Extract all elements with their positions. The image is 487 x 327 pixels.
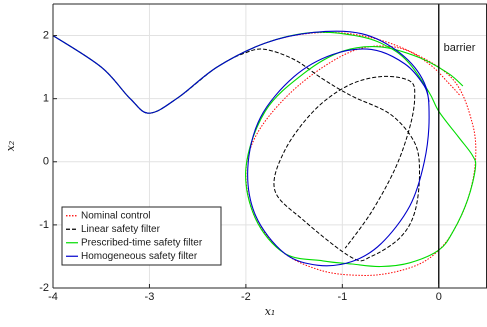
x-axis-label: x₁: [265, 305, 276, 318]
x-tick-label-1: -3: [145, 291, 155, 303]
series-group: [53, 30, 477, 276]
y-tick-label-3: 1: [43, 93, 49, 105]
legend-label-2: Linear safety filter: [81, 224, 161, 235]
y-axis-label: x₂: [4, 141, 17, 152]
y-tick-label-4: 2: [43, 29, 49, 41]
legend: Nominal control Linear safety filter Presc…: [61, 206, 222, 266]
x-tick-label-2: -2: [241, 291, 251, 303]
x-tick-label-0: -4: [48, 291, 58, 303]
series-line-4: [53, 30, 430, 267]
y-tick-label-0: -2: [39, 282, 49, 294]
legend-label-4: Homogeneous safety filter: [81, 251, 198, 262]
x-tick-label-4: 0: [436, 291, 442, 303]
plot-area: barrier: [53, 4, 477, 288]
y-tick-label-1: -1: [39, 219, 49, 231]
legend-label-3: Prescribed-time safety filter: [81, 237, 203, 248]
legend-box: [61, 206, 222, 266]
series-line-2: [53, 35, 420, 262]
legend-label-1: Nominal control: [81, 210, 150, 221]
x-tick-label-3: -1: [337, 291, 347, 303]
y-tick-label-2: 0: [43, 156, 49, 168]
annotation-label-0: barrier: [444, 42, 476, 54]
